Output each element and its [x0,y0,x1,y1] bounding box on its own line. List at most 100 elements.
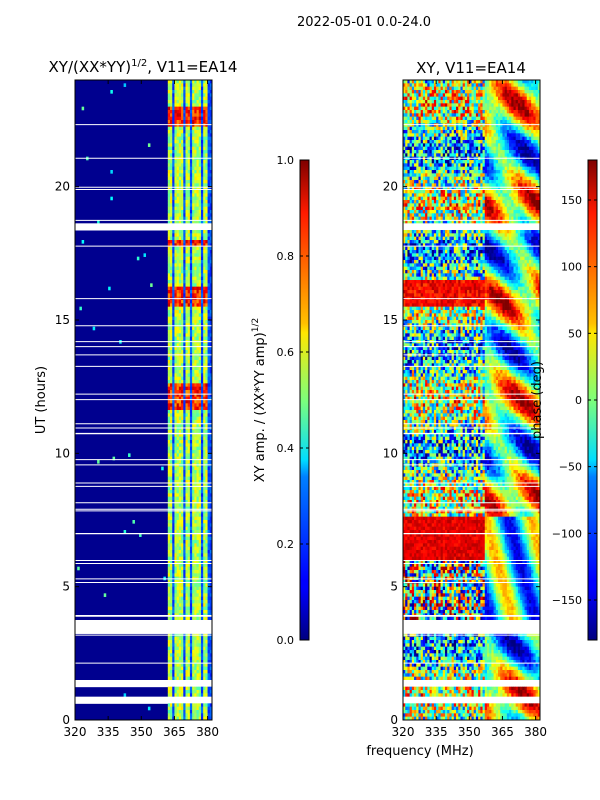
heatmap-cell [185,690,188,694]
heatmap-cell [183,213,186,217]
heatmap-cell [181,200,184,204]
heatmap-cell [493,126,497,131]
heatmap-cell [187,200,191,204]
heatmap-cell [203,186,206,191]
heatmap-cell [491,126,494,131]
heatmap-cell [520,80,523,84]
heatmap-cell [192,230,195,234]
heatmap-cell [433,80,437,84]
heatmap-cell [187,660,191,664]
heatmap-cell [172,386,175,391]
heatmap-cell [178,686,182,691]
heatmap-cell [515,90,519,94]
heatmap-cell [170,433,173,437]
heatmap-cell [209,86,212,91]
heatmap-cell [174,406,177,411]
heatmap-cell [205,300,208,304]
heatmap-cell [460,113,463,117]
heatmap-cell [185,173,188,177]
heatmap-cell [192,596,195,601]
heatmap-cell [489,100,492,104]
heatmap-cell [181,390,184,394]
heatmap-cell [444,100,448,104]
heatmap-cell [517,136,521,141]
heatmap-cell [181,543,184,547]
heatmap-cell [200,160,204,164]
heatmap-cell [167,686,171,691]
heatmap-cell [209,493,212,497]
heatmap-cell [185,360,188,364]
heatmap-cell [196,146,200,151]
heatmap-cell [143,253,147,257]
heatmap-cell [493,113,497,117]
heatmap-cell [537,133,540,137]
heatmap-cell [176,170,180,174]
heatmap-cell [414,80,417,84]
heatmap-cell [458,86,461,91]
heatmap-cell [209,653,212,657]
heatmap-cell [172,710,175,714]
heatmap-cell [174,350,177,354]
heatmap-cell [203,163,206,167]
heatmap-cell [170,376,173,381]
heatmap-cell [176,473,180,477]
heatmap-cell [506,126,510,131]
heatmap-cell [167,596,171,601]
heatmap-cell [185,606,188,611]
heatmap-cell [200,333,204,337]
heatmap-cell [203,670,206,674]
heatmap-cell [200,403,204,407]
heatmap-cell [200,553,204,557]
heatmap-cell [196,530,200,534]
heatmap-cell [181,606,184,611]
heatmap-cell [185,496,188,501]
heatmap-cell [170,470,173,474]
heatmap-cell [205,526,208,531]
heatmap-cell [198,610,202,614]
heatmap-cell [491,80,494,84]
amplitude-panel-title: XY/(XX*YY)1/2, V11=EA14 [49,58,238,76]
heatmap-cell [502,90,505,94]
heatmap-cell [189,236,193,241]
heatmap-cell [207,523,211,527]
heatmap-cell [469,136,472,141]
heatmap-cell [535,133,539,137]
heatmap-cell [522,106,525,111]
heatmap-cell [526,103,530,107]
heatmap-cell [203,276,206,281]
heatmap-cell [495,90,499,94]
heatmap-cell [200,366,204,371]
heatmap-cell [207,270,211,274]
heatmap-cell [209,80,212,84]
heatmap-cell [502,120,505,124]
heatmap-cell [176,190,180,194]
heatmap-cell [409,126,413,131]
heatmap-cell [172,276,175,281]
heatmap-cell [196,693,200,697]
heatmap-cell [178,510,182,514]
heatmap-cell [170,336,173,341]
heatmap-cell [167,546,171,551]
heatmap-cell [194,356,197,361]
heatmap-cell [469,113,472,117]
heatmap-cell [209,110,212,114]
heatmap-cell [462,93,466,97]
heatmap-cell [167,666,171,671]
heatmap-cell [207,163,211,167]
heatmap-cell [178,493,182,497]
heatmap-cell [416,106,419,111]
heatmap-cell [170,273,173,277]
heatmap-cell [167,493,171,497]
heatmap-cell [183,110,186,114]
heatmap-cell [176,496,180,501]
heatmap-cell [189,206,193,211]
heatmap-cell [167,536,171,541]
heatmap-cell [183,400,186,404]
heatmap-cell [198,466,202,471]
heatmap-cell [198,103,202,107]
heatmap-cell [449,83,452,87]
heatmap-cell [207,500,211,504]
heatmap-cell [174,300,177,304]
heatmap-cell [203,263,206,267]
heatmap-cell [422,86,426,91]
